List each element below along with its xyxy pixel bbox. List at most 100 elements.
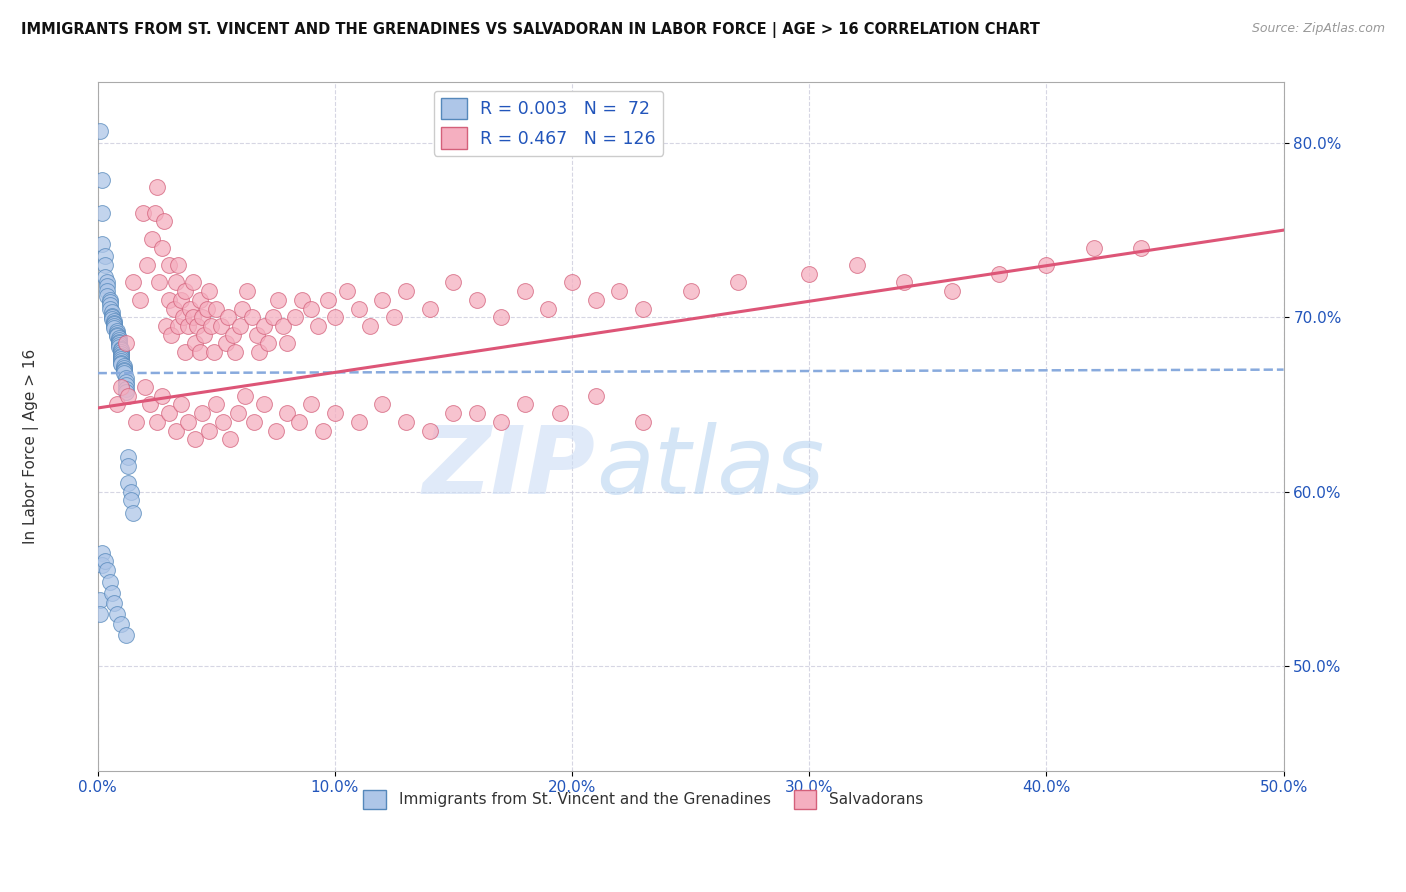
Legend: Immigrants from St. Vincent and the Grenadines, Salvadorans: Immigrants from St. Vincent and the Gren… <box>357 784 929 814</box>
Point <box>561 276 583 290</box>
Point <box>110 349 132 363</box>
Point <box>172 310 194 325</box>
Point <box>229 319 252 334</box>
Point <box>105 607 128 621</box>
Point <box>98 301 121 316</box>
Point <box>155 319 177 334</box>
Point <box>202 345 225 359</box>
Point <box>129 293 152 307</box>
Point <box>101 586 124 600</box>
Point <box>987 267 1010 281</box>
Point <box>845 258 868 272</box>
Point <box>323 310 346 325</box>
Point <box>146 415 169 429</box>
Point <box>1083 241 1105 255</box>
Point <box>103 318 125 332</box>
Point <box>347 415 370 429</box>
Point <box>91 558 114 572</box>
Point <box>174 345 197 359</box>
Point <box>139 397 162 411</box>
Point <box>146 179 169 194</box>
Point <box>177 415 200 429</box>
Point <box>96 563 118 577</box>
Point <box>184 433 207 447</box>
Point <box>631 415 654 429</box>
Point <box>548 406 571 420</box>
Point <box>110 358 132 372</box>
Point <box>103 314 125 328</box>
Point <box>91 546 114 560</box>
Point <box>336 284 359 298</box>
Point <box>157 258 180 272</box>
Point <box>89 607 111 621</box>
Point <box>105 327 128 342</box>
Point <box>91 172 114 186</box>
Point <box>115 385 138 400</box>
Point <box>169 293 191 307</box>
Text: IMMIGRANTS FROM ST. VINCENT AND THE GRENADINES VS SALVADORAN IN LABOR FORCE | AG: IMMIGRANTS FROM ST. VINCENT AND THE GREN… <box>21 22 1040 38</box>
Point <box>1130 241 1153 255</box>
Point <box>299 397 322 411</box>
Point <box>115 378 138 392</box>
Point <box>101 305 124 319</box>
Point <box>98 294 121 309</box>
Point <box>312 424 335 438</box>
Point <box>1035 258 1057 272</box>
Point <box>224 345 246 359</box>
Point <box>489 415 512 429</box>
Point <box>184 336 207 351</box>
Point <box>110 617 132 632</box>
Point <box>110 356 132 370</box>
Point <box>465 293 488 307</box>
Point <box>188 293 211 307</box>
Point <box>141 232 163 246</box>
Point <box>222 327 245 342</box>
Point <box>382 310 405 325</box>
Point <box>727 276 749 290</box>
Point <box>585 293 607 307</box>
Point <box>108 338 131 352</box>
Point <box>89 592 111 607</box>
Point <box>98 298 121 312</box>
Point <box>94 270 117 285</box>
Text: ZIP: ZIP <box>423 422 596 514</box>
Point <box>117 458 139 473</box>
Point <box>150 389 173 403</box>
Point <box>165 424 187 438</box>
Point <box>299 301 322 316</box>
Point <box>371 293 394 307</box>
Point <box>103 596 125 610</box>
Point <box>271 319 294 334</box>
Point <box>108 334 131 349</box>
Point <box>347 301 370 316</box>
Point <box>108 333 131 347</box>
Point <box>94 249 117 263</box>
Point <box>117 389 139 403</box>
Point <box>262 310 284 325</box>
Point <box>585 389 607 403</box>
Point <box>122 506 145 520</box>
Point <box>489 310 512 325</box>
Point <box>103 316 125 330</box>
Point <box>148 276 170 290</box>
Point <box>215 336 238 351</box>
Point <box>115 336 138 351</box>
Point <box>359 319 381 334</box>
Point <box>395 284 418 298</box>
Point <box>110 380 132 394</box>
Point <box>91 237 114 252</box>
Point <box>205 301 228 316</box>
Point <box>96 276 118 290</box>
Point <box>112 364 135 378</box>
Point <box>198 424 221 438</box>
Point <box>243 415 266 429</box>
Point <box>371 397 394 411</box>
Point <box>209 319 232 334</box>
Point <box>105 397 128 411</box>
Point <box>799 267 821 281</box>
Point <box>513 284 536 298</box>
Point <box>217 310 239 325</box>
Point <box>253 397 276 411</box>
Point <box>120 484 142 499</box>
Point <box>537 301 560 316</box>
